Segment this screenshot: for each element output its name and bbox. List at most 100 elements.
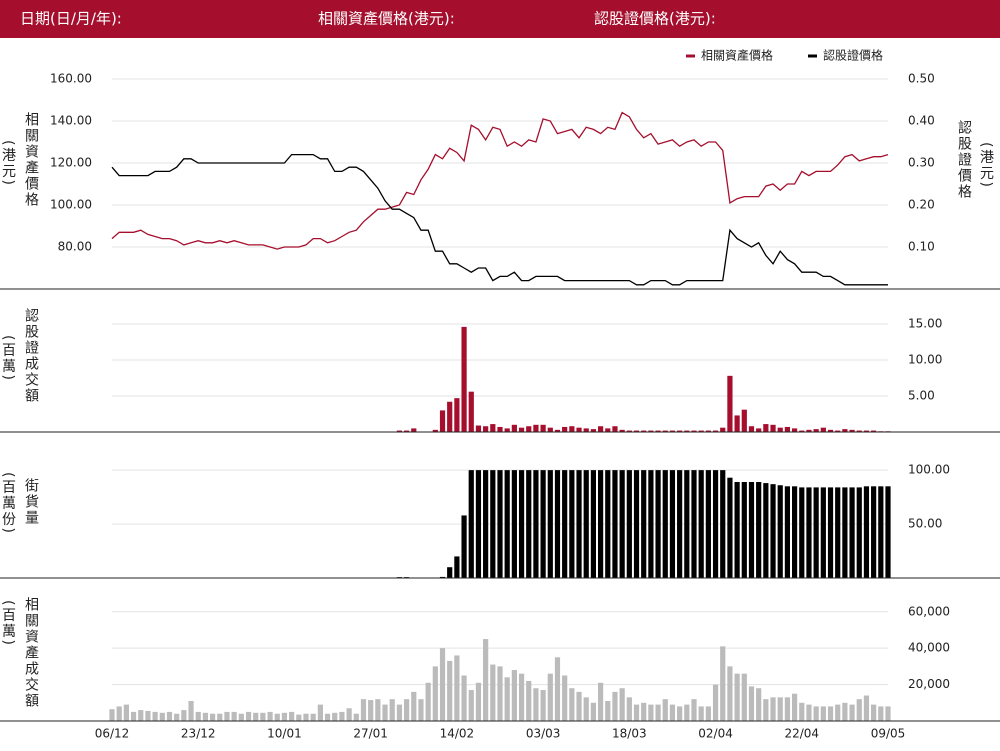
- x-tick-label: 10/01: [267, 727, 302, 741]
- y-axis-unit: (百萬): [0, 335, 16, 382]
- bar: [712, 684, 719, 721]
- bar: [842, 487, 848, 578]
- bar: [188, 700, 194, 721]
- bar: [799, 702, 805, 721]
- bar: [655, 704, 661, 721]
- bar: [727, 375, 733, 432]
- y-tick-label: 40,000: [908, 641, 950, 655]
- bar: [289, 711, 295, 721]
- bar: [669, 704, 676, 721]
- bar: [497, 666, 503, 721]
- x-tick-label: 23/12: [181, 727, 216, 741]
- header-underlying: 相關資產價格(港元):: [318, 10, 455, 28]
- bar: [748, 426, 755, 432]
- x-tick-label: 27/01: [353, 727, 388, 741]
- bar: [174, 713, 180, 721]
- bar: [648, 704, 654, 721]
- bar: [533, 470, 539, 578]
- bar: [791, 693, 798, 721]
- y2-axis-label: 認股證價格: [956, 120, 972, 200]
- bar: [439, 576, 446, 578]
- bar: [310, 713, 316, 721]
- bar: [871, 430, 877, 432]
- bar: [152, 711, 158, 721]
- bar: [403, 430, 410, 432]
- bar: [511, 470, 517, 578]
- y-tick-label: 5.00: [908, 389, 935, 403]
- bar: [123, 704, 129, 721]
- bar: [791, 486, 798, 578]
- bar: [777, 427, 783, 432]
- bar: [590, 470, 597, 578]
- bar: [655, 470, 661, 578]
- bar: [684, 470, 690, 578]
- bar: [554, 657, 561, 721]
- y-tick-label: 10.00: [908, 353, 942, 367]
- bar: [878, 706, 884, 721]
- bar: [756, 688, 762, 721]
- bar: [468, 690, 474, 721]
- bar: [799, 430, 805, 432]
- bar: [691, 470, 697, 578]
- header-warrant: 認股證價格(港元):: [594, 10, 716, 28]
- x-tick-label: 14/02: [440, 727, 475, 741]
- bar: [554, 470, 561, 578]
- bar: [641, 702, 647, 721]
- y-tick-label: 120.00: [50, 156, 92, 170]
- bar: [396, 430, 403, 432]
- y-axis-label: 相關資產成交額: [23, 597, 39, 709]
- x-tick-label: 22/04: [784, 727, 819, 741]
- bar: [806, 429, 812, 432]
- y-axis-label: 認股證成交額: [23, 308, 39, 404]
- bar: [447, 401, 453, 432]
- bar: [547, 673, 553, 721]
- y-tick-label: 0.10: [908, 240, 935, 254]
- bar: [669, 430, 676, 432]
- bar: [741, 673, 747, 721]
- bar: [705, 706, 711, 721]
- bar: [835, 430, 841, 432]
- bar: [633, 470, 640, 578]
- y-tick-label: 15.00: [908, 317, 942, 331]
- bar: [698, 430, 704, 432]
- bar: [418, 699, 424, 721]
- legend-label: 相關資產價格: [701, 48, 773, 63]
- bar: [763, 424, 769, 432]
- y-tick-label: 60,000: [908, 604, 950, 618]
- bar: [612, 426, 618, 432]
- bar: [856, 699, 862, 721]
- legend-label: 認股證價格: [823, 48, 883, 63]
- bar: [885, 486, 891, 578]
- bar: [526, 680, 532, 721]
- bar: [454, 398, 460, 432]
- bar: [518, 470, 525, 578]
- x-tick-label: 18/03: [612, 727, 647, 741]
- line-series: [111, 153, 888, 286]
- bar: [856, 487, 862, 578]
- bar: [504, 677, 510, 721]
- bar: [619, 470, 625, 578]
- bar: [734, 673, 740, 721]
- bar: [784, 426, 791, 432]
- y-tick-label: 50.00: [908, 517, 942, 531]
- bar: [813, 706, 819, 721]
- bar: [447, 660, 453, 721]
- y-tick-label: 80.00: [58, 240, 92, 254]
- bar: [806, 487, 812, 578]
- bar: [720, 470, 726, 578]
- bar: [626, 697, 632, 721]
- bar: [547, 470, 553, 578]
- bar: [267, 711, 273, 721]
- bar: [324, 713, 331, 721]
- bar: [475, 470, 482, 578]
- bar: [662, 430, 668, 432]
- header-bar: [0, 0, 1000, 38]
- bar: [698, 470, 704, 578]
- bar: [389, 699, 395, 721]
- bar: [439, 648, 446, 721]
- bar: [540, 690, 546, 721]
- bar: [346, 708, 352, 721]
- bar: [375, 699, 381, 721]
- bar: [569, 470, 575, 578]
- bar: [835, 704, 841, 721]
